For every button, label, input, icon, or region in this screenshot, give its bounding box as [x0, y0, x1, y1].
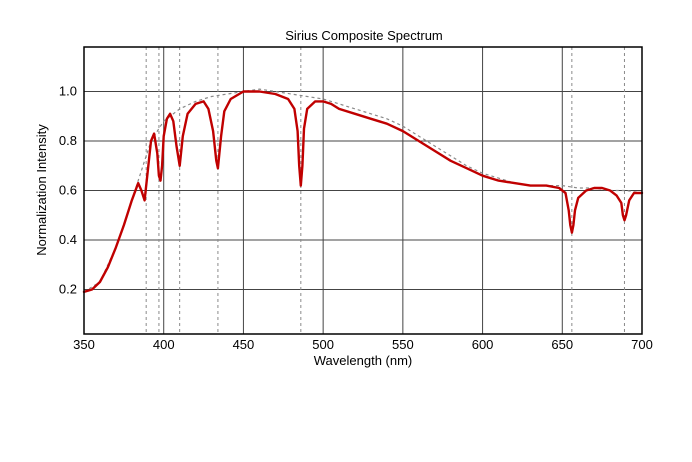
y-tick-label: 0.8	[59, 133, 77, 148]
x-tick-label: 700	[631, 337, 653, 352]
x-tick-label: 400	[153, 337, 175, 352]
x-tick-label: 600	[472, 337, 494, 352]
y-axis-ticks: 0.2 0.4 0.6 0.8 1.0	[59, 84, 77, 297]
x-tick-label: 500	[312, 337, 334, 352]
y-axis-label: Normalization Intensity	[34, 124, 49, 256]
grid	[83, 47, 643, 334]
plot-frame	[83, 46, 643, 335]
x-axis-ticks: 350 400 450 500 550 600 650 700	[73, 337, 653, 352]
series	[82, 88, 644, 294]
y-tick-label: 0.2	[59, 281, 77, 296]
chart-title: Sirius Composite Spectrum	[285, 28, 443, 43]
x-tick-label: 450	[233, 337, 255, 352]
y-tick-label: 0.4	[59, 232, 77, 247]
x-tick-label: 550	[392, 337, 414, 352]
x-axis-label: Wavelength (nm)	[314, 353, 413, 368]
y-tick-label: 1.0	[59, 84, 77, 99]
x-tick-label: 650	[551, 337, 573, 352]
x-tick-label: 350	[73, 337, 95, 352]
spectrum-line	[82, 90, 644, 294]
y-tick-label: 0.6	[59, 183, 77, 198]
